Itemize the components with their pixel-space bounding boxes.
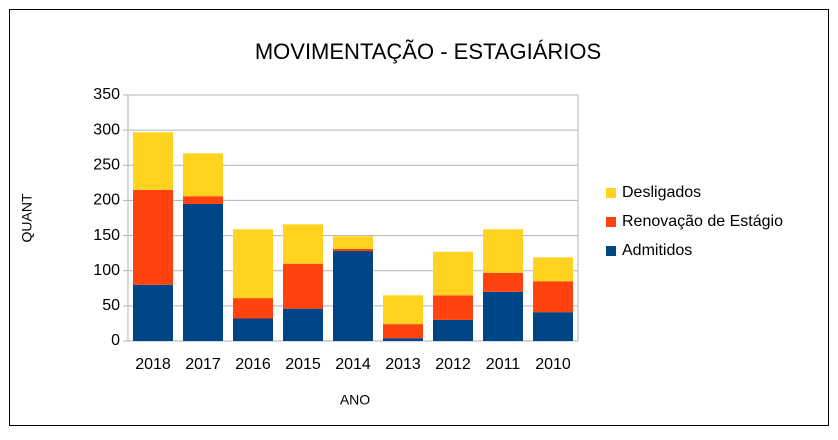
bar-segment	[483, 272, 523, 292]
bar-segment	[483, 291, 523, 341]
bar-segment	[533, 257, 573, 282]
bar-segment	[183, 153, 223, 197]
bar-segment	[233, 229, 273, 299]
bar-segment	[383, 324, 423, 339]
y-tick-label: 100	[93, 262, 120, 279]
bar-segment	[183, 203, 223, 341]
y-tick-label: 300	[93, 121, 120, 138]
x-tick-label: 2014	[335, 356, 371, 373]
x-tick-label: 2011	[486, 356, 521, 373]
bar-segment	[283, 308, 323, 341]
bar-segment	[333, 236, 373, 249]
bar-segment	[133, 189, 173, 285]
x-axis-label: ANO	[340, 392, 370, 408]
y-tick-label: 150	[93, 227, 120, 244]
x-tick-label: 2016	[235, 356, 271, 373]
y-tick-label: 200	[93, 192, 120, 209]
bar-segment	[433, 295, 473, 320]
bar-segment	[233, 298, 273, 319]
x-tick-label: 2012	[435, 356, 471, 373]
chart-title: MOVIMENTAÇÃO - ESTAGIÁRIOS	[255, 39, 601, 64]
bar-segment	[433, 251, 473, 296]
bar-segment	[283, 263, 323, 309]
bar-segment	[133, 132, 173, 190]
x-tick-label: 2013	[385, 356, 421, 373]
y-tick-label: 50	[102, 297, 120, 314]
x-tick-label: 2010	[535, 356, 571, 373]
bar-segment	[533, 312, 573, 341]
bar-segment	[383, 295, 423, 325]
bar-segment	[483, 229, 523, 273]
legend-label: Desligados	[622, 184, 701, 201]
bar-segment	[283, 224, 323, 264]
bar-segment	[183, 196, 223, 204]
legend-swatch	[606, 188, 616, 198]
y-tick-label: 250	[93, 157, 120, 174]
x-tick-label: 2015	[285, 356, 321, 373]
bar-segment	[533, 281, 573, 313]
bar-segment	[233, 318, 273, 341]
y-axis-label: QUANT	[19, 193, 35, 242]
y-tick-label: 350	[93, 86, 120, 103]
x-tick-label: 2017	[185, 356, 221, 373]
bar-segment	[433, 319, 473, 341]
bar-segment	[133, 284, 173, 341]
bar-segment	[333, 248, 373, 252]
bar-segment	[333, 251, 373, 341]
x-tick-label: 2018	[135, 356, 171, 373]
legend-swatch	[606, 217, 616, 227]
legend-label: Admitidos	[622, 242, 692, 259]
legend-swatch	[606, 246, 616, 256]
legend-label: Renovação de Estágio	[622, 213, 783, 230]
y-tick-label: 0	[111, 332, 120, 349]
bar-segment	[383, 338, 423, 341]
